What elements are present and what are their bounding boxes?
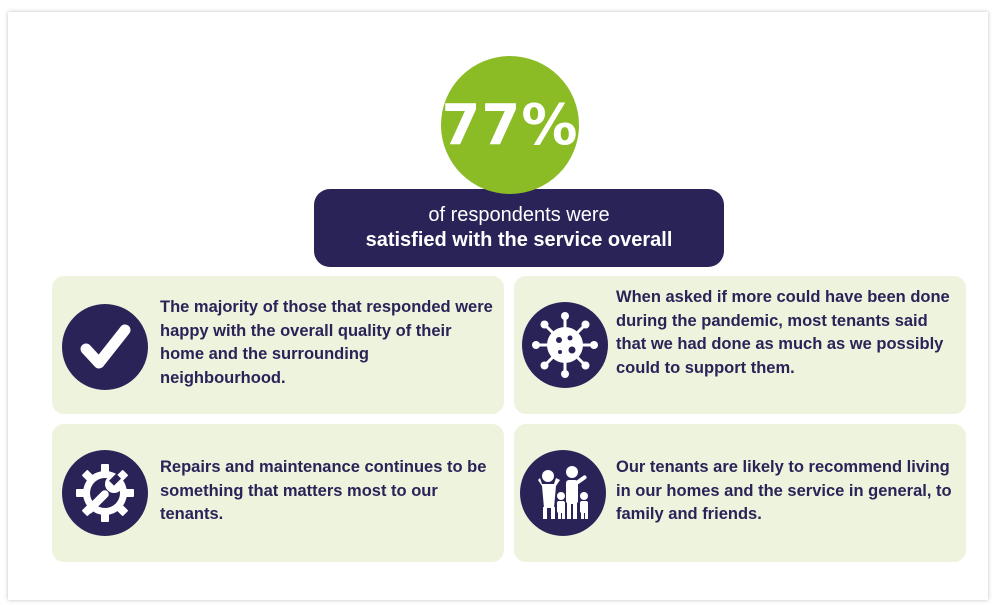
stat-caption-line1: of respondents were: [428, 204, 610, 226]
family-icon: [520, 450, 606, 536]
stat-caption-line2: satisfied with the service overall: [365, 229, 673, 251]
card-text: The majority of those that responded wer…: [160, 298, 493, 387]
card-recommend: Our tenants are likely to recommend livi…: [514, 424, 966, 562]
card-home-quality: The majority of those that responded wer…: [52, 276, 504, 414]
virus-icon: [522, 302, 608, 388]
card-text: When asked if more could have been done …: [616, 288, 950, 377]
checkmark-icon: [62, 304, 148, 390]
stat-banner: of respondents were satisfied with the s…: [314, 189, 724, 267]
card-repairs: Repairs and maintenance continues to be …: [52, 424, 504, 562]
card-text: Our tenants are likely to recommend livi…: [616, 458, 952, 523]
gear-wrench-icon: [62, 450, 148, 536]
stat-circle: 77%: [441, 56, 579, 194]
card-text: Repairs and maintenance continues to be …: [160, 458, 487, 523]
card-pandemic-support: When asked if more could have been done …: [514, 276, 966, 414]
stat-value: 77%: [441, 92, 579, 158]
